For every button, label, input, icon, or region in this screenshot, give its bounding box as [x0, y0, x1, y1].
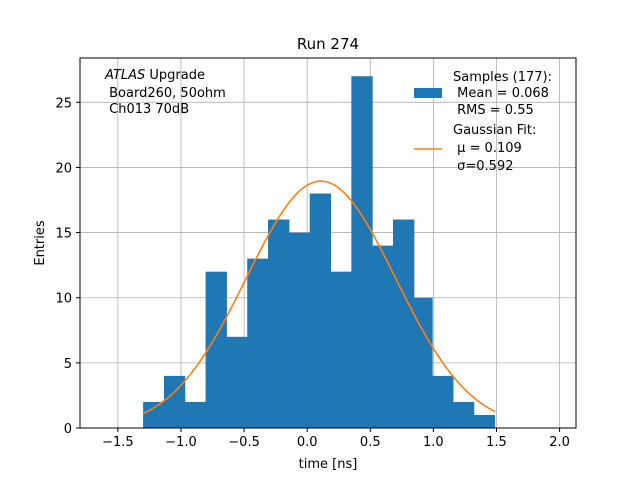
y-tick-label: 5 [64, 357, 72, 372]
x-tick-label: 1.0 [423, 435, 444, 450]
gaussian-fit-curve [142, 180, 496, 415]
annotation-line-3: Ch013 70dB [105, 102, 189, 117]
chart-title: Run 274 [297, 35, 359, 53]
bars-layer [143, 76, 496, 428]
histogram-bar [268, 219, 290, 428]
histogram-bar [432, 375, 454, 428]
annotation-line-1: ATLAS Upgrade [104, 68, 205, 83]
legend: Samples (177): Mean = 0.068 RMS = 0.55 G… [414, 70, 552, 174]
plot-frame [79, 57, 577, 429]
y-tick-label: 10 [55, 292, 72, 307]
histogram-bar [351, 76, 373, 428]
histogram-bar [309, 193, 332, 428]
histogram-bar [413, 297, 433, 428]
y-tick-label: 20 [55, 161, 72, 176]
histogram-bar [184, 401, 207, 428]
annotation-upgrade: Upgrade [145, 68, 205, 83]
y-tick-label: 15 [55, 227, 72, 242]
histogram-bar [143, 401, 165, 428]
x-tick-label: 0.0 [297, 435, 318, 450]
x-tick-label: −1.0 [165, 435, 197, 450]
histogram-bar [372, 245, 394, 428]
y-tick-label: 25 [55, 96, 72, 111]
annotation-box: ATLAS Upgrade Board260, 50ohm Ch013 70dB [104, 68, 226, 117]
legend-samples-line-3: RMS = 0.55 [453, 103, 534, 118]
histogram-bar [330, 271, 352, 428]
histogram-bar [473, 414, 496, 428]
y-tick-label: 0 [64, 422, 72, 437]
histogram-bar [247, 258, 269, 428]
histogram-bar [452, 401, 475, 428]
x-axis-ticks: −1.5 −1.0 −0.5 0.0 0.5 1.0 1.5 2.0 [102, 428, 570, 450]
legend-samples-patch [414, 88, 442, 98]
legend-fit-line-3: σ=0.592 [453, 159, 513, 174]
x-tick-label: 2.0 [549, 435, 570, 450]
x-axis-label: time [ns] [299, 457, 358, 472]
legend-samples-line-1: Samples (177): [453, 70, 552, 85]
histogram-bar [226, 336, 248, 428]
x-tick-label: −0.5 [228, 435, 260, 450]
histogram-bar [205, 271, 227, 428]
y-axis-label: Entries [33, 220, 48, 266]
x-tick-label: 1.5 [486, 435, 507, 450]
legend-samples-line-2: Mean = 0.068 [453, 86, 549, 101]
legend-fit-line-1: Gaussian Fit: [453, 123, 536, 138]
histogram-bar [163, 375, 186, 428]
annotation-line-2: Board260, 50ohm [105, 86, 226, 101]
histogram-bar [392, 219, 415, 428]
x-tick-label: 0.5 [360, 435, 381, 450]
legend-fit-line-2: μ = 0.109 [453, 141, 522, 156]
histogram-bar [288, 232, 311, 428]
x-tick-label: −1.5 [102, 435, 134, 450]
annotation-atlas: ATLAS [104, 68, 145, 83]
y-axis-ticks: 0 5 10 15 20 25 [55, 96, 80, 437]
